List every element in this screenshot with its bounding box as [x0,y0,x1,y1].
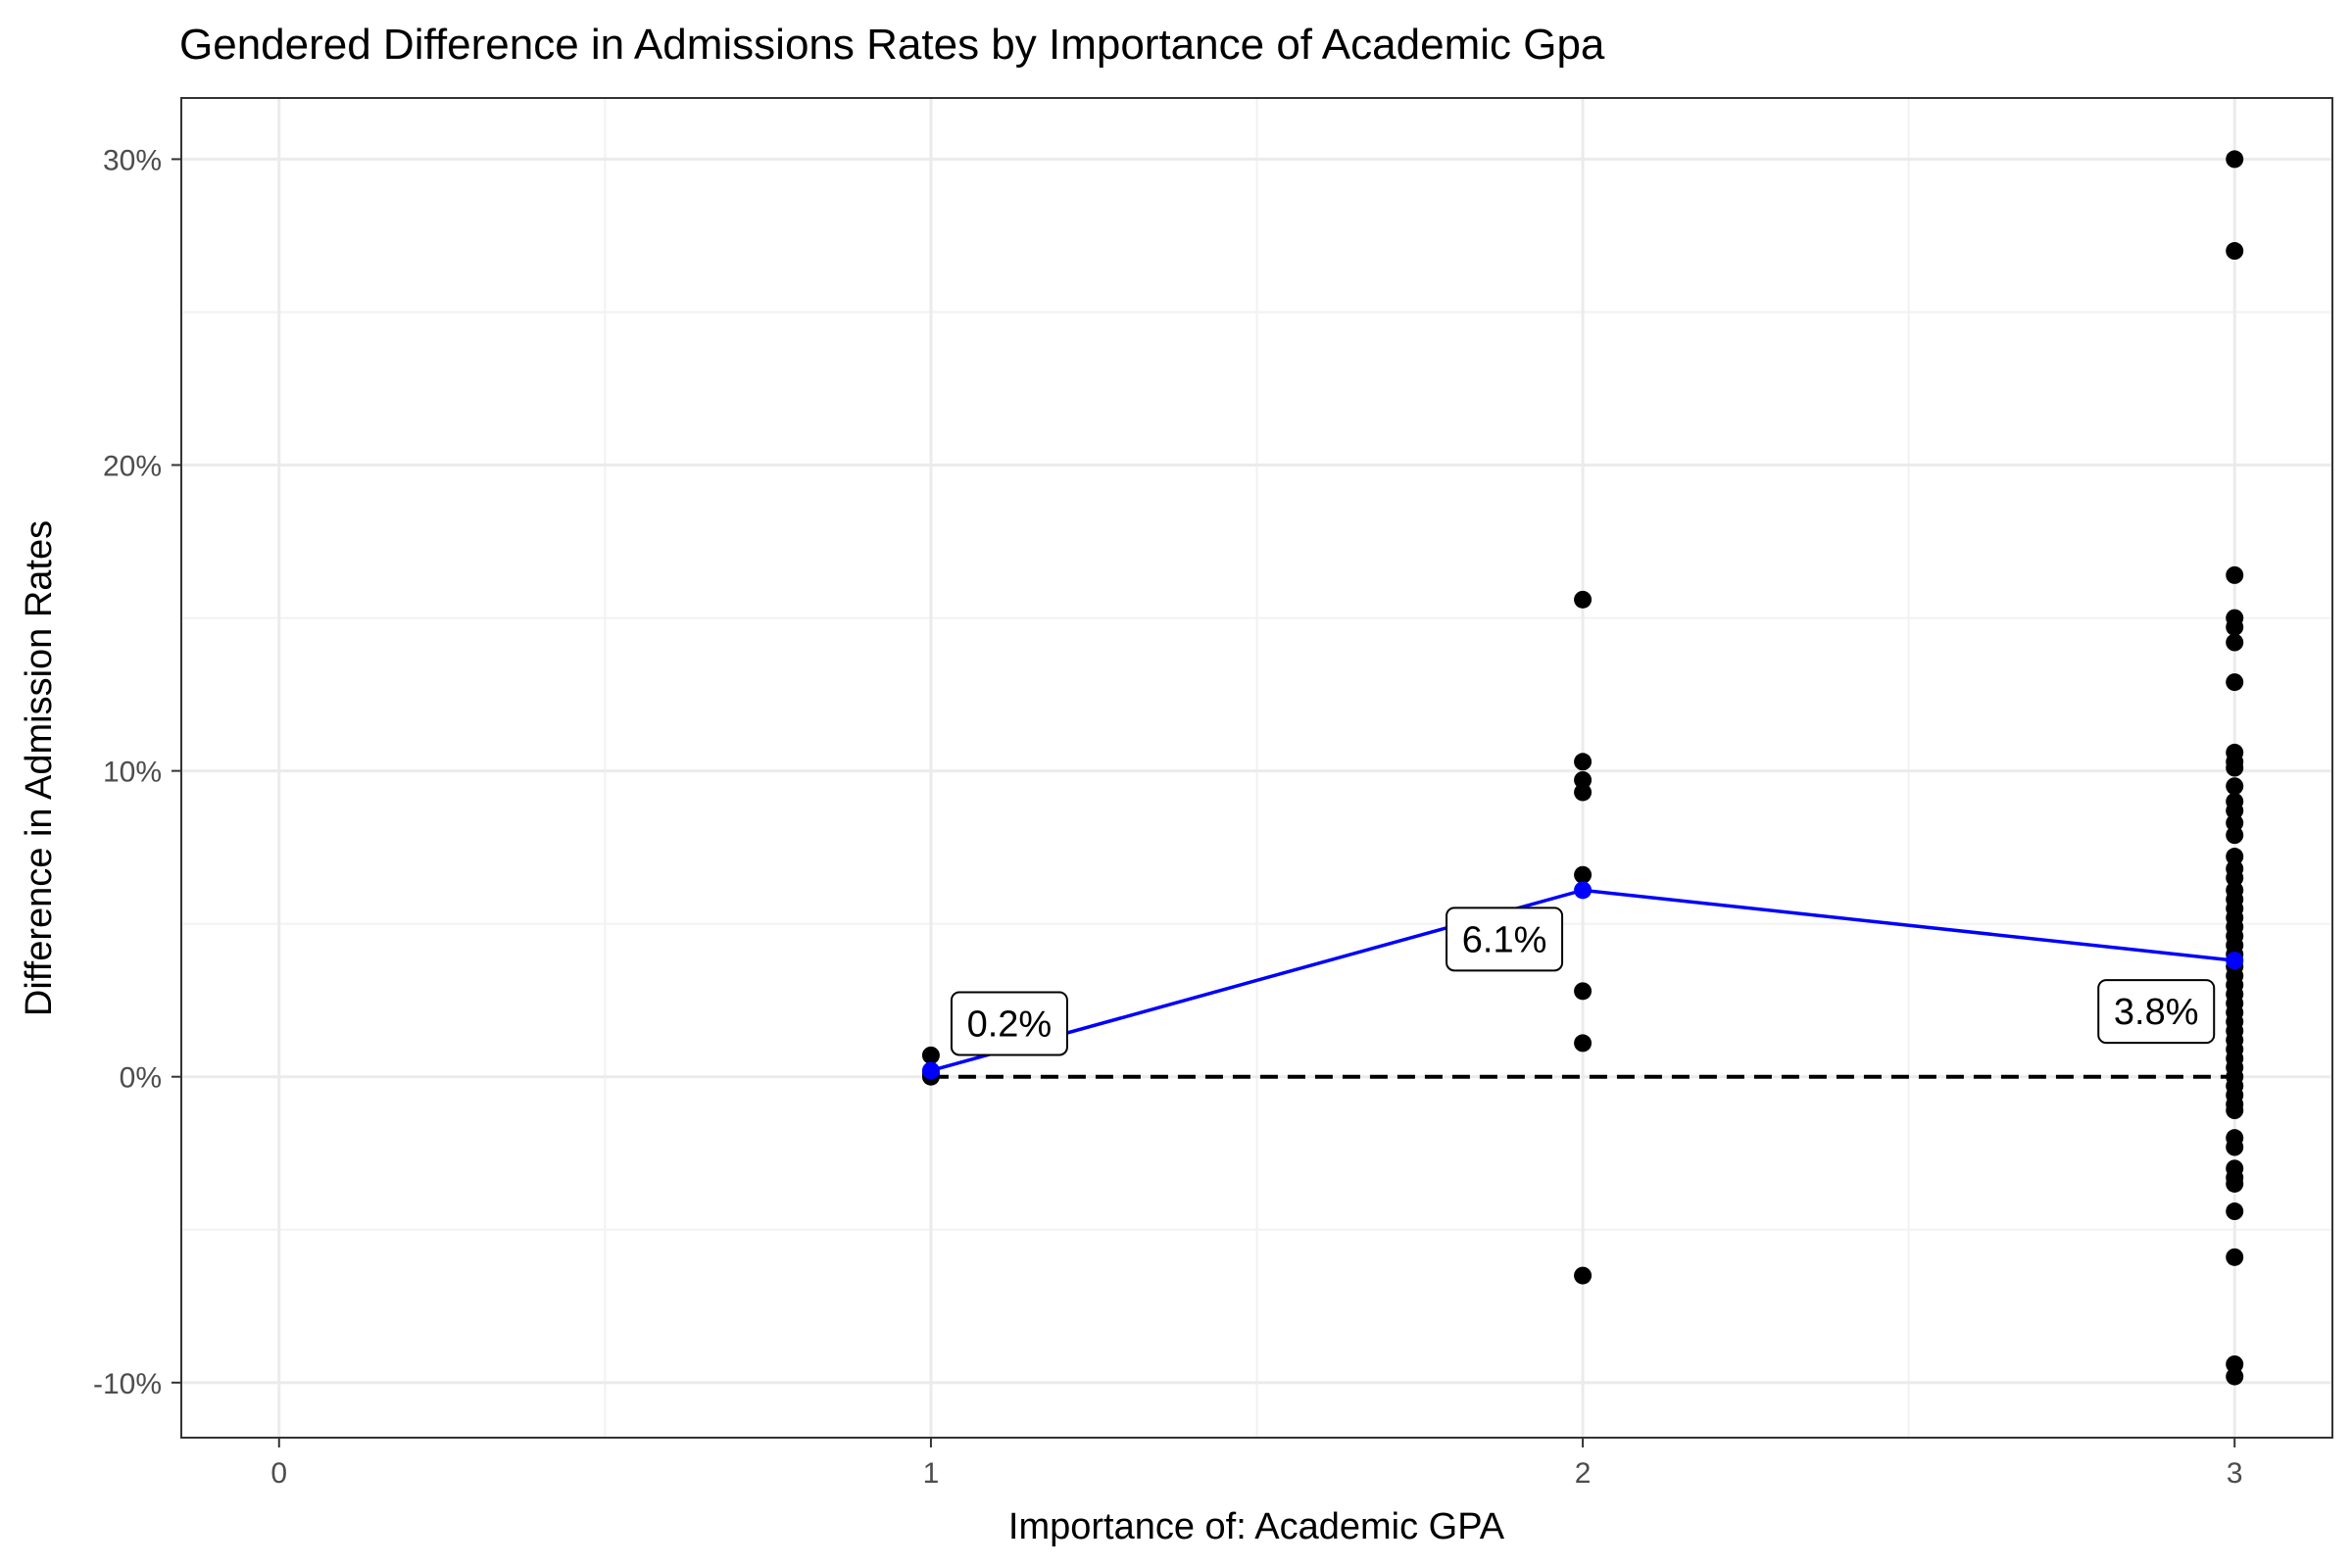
data-label-layer: 0.2% 6.1% 3.8% [950,906,2216,1056]
data-point [1574,1266,1592,1285]
mean-data-label: 0.2% [950,991,1068,1056]
x-tick-label: 2 [1575,1457,1592,1490]
data-point [2226,802,2244,820]
data-label-box [950,991,1068,1056]
data-label-box [2097,979,2216,1045]
y-tick-label: -10% [93,1368,162,1400]
data-point [1574,1034,1592,1053]
grid-layer [181,98,2332,1438]
x-tick-label: 1 [923,1457,940,1490]
data-point [2226,1174,2244,1193]
chart-title: Gendered Difference in Admissions Rates … [179,21,1605,69]
data-point [2226,242,2244,261]
mean-series-layer [921,881,2244,1080]
data-point [2226,848,2244,866]
data-point [2226,673,2244,692]
mean-point [1574,881,1592,900]
y-tick-label: 0% [120,1062,162,1095]
data-label-text: 0.2% [967,1004,1053,1045]
data-point [2226,150,2244,169]
data-point [2226,777,2244,796]
data-point [1574,753,1592,771]
data-point [1574,865,1592,884]
data-point [2226,759,2244,777]
plot-panel-border [180,97,2333,1439]
data-point [2226,1355,2244,1374]
data-point [2226,1138,2244,1156]
data-point [1574,982,1592,1001]
mean-point [921,1061,940,1080]
data-point [2226,1102,2244,1120]
axis-layer: 0 1 2 3 -10% 0% 10% 20% 30% [93,144,2243,1490]
data-point [2226,1248,2244,1266]
data-point [1574,770,1592,789]
data-label-box [1446,906,1564,972]
data-point [2226,1367,2244,1386]
data-label-text: 6.1% [1462,919,1547,960]
x-axis-title: Importance of: Academic GPA [1008,1506,1505,1547]
y-tick-label: 10% [103,757,162,789]
data-label-text: 3.8% [2114,992,2199,1033]
data-point [2226,826,2244,845]
data-point [1574,783,1592,802]
data-point [2226,868,2244,887]
data-point [2226,813,2244,832]
data-point [1574,590,1592,609]
x-tick-label: 0 [270,1457,287,1490]
data-point [2226,633,2244,652]
data-point [2226,1202,2244,1221]
y-axis-title: Difference in Admission Rates [19,520,60,1016]
x-tick-label: 3 [2227,1457,2243,1490]
mean-point [2226,952,2244,970]
y-tick-label: 30% [103,144,162,176]
data-point [2226,617,2244,636]
mean-data-label: 3.8% [2097,979,2216,1045]
y-tick-label: 20% [103,451,162,483]
points-layer [921,150,2244,1386]
data-point [2226,565,2244,584]
mean-data-label: 6.1% [1446,906,1564,972]
data-point [921,1046,940,1064]
